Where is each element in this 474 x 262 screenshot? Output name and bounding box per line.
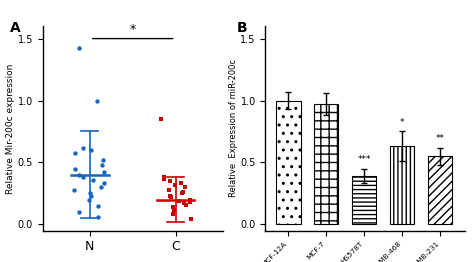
Point [176, 199, 183, 203]
Text: A: A [9, 21, 20, 35]
Point [79, 175, 87, 179]
Point [177, 181, 185, 185]
Y-axis label: Relative  Expression of miR-200c: Relative Expression of miR-200c [228, 59, 237, 197]
Bar [352, 176, 376, 224]
Point [71, 188, 78, 192]
Text: B: B [237, 21, 247, 35]
Point [99, 158, 107, 162]
Text: *: * [129, 23, 136, 36]
Point [166, 194, 174, 198]
Point [87, 191, 94, 195]
Point [161, 175, 168, 179]
Bar [276, 101, 301, 224]
Point [94, 204, 102, 208]
Point [100, 181, 107, 185]
Point [79, 145, 86, 150]
Point [166, 179, 173, 183]
Text: *: * [400, 118, 404, 127]
Point [89, 178, 97, 182]
Point [99, 163, 106, 167]
Point [169, 205, 176, 209]
Point [75, 210, 83, 214]
Point [86, 198, 93, 202]
Point [160, 176, 167, 181]
Point [97, 185, 105, 189]
Point [165, 188, 173, 192]
Point [88, 194, 95, 198]
Bar [428, 156, 452, 224]
Point [187, 217, 195, 221]
Point [170, 208, 178, 212]
Bar [390, 146, 414, 224]
Point [178, 191, 186, 195]
Text: **: ** [436, 134, 444, 143]
Point [87, 148, 95, 152]
Point [187, 198, 194, 202]
Point [75, 46, 83, 51]
Point [179, 190, 187, 194]
Point [167, 195, 174, 199]
Point [186, 200, 193, 204]
Point [180, 201, 188, 205]
Bar [314, 104, 338, 224]
Point [72, 167, 79, 171]
Point [93, 99, 101, 103]
Point [94, 215, 102, 219]
Point [100, 170, 108, 174]
Point [71, 150, 79, 155]
Point [75, 173, 82, 177]
Point [169, 212, 176, 217]
Text: ***: *** [357, 155, 371, 164]
Point [171, 183, 179, 187]
Point [182, 185, 189, 189]
Point [157, 117, 164, 121]
Point [182, 203, 190, 207]
Y-axis label: Relative Mir-200c expression: Relative Mir-200c expression [6, 63, 15, 194]
